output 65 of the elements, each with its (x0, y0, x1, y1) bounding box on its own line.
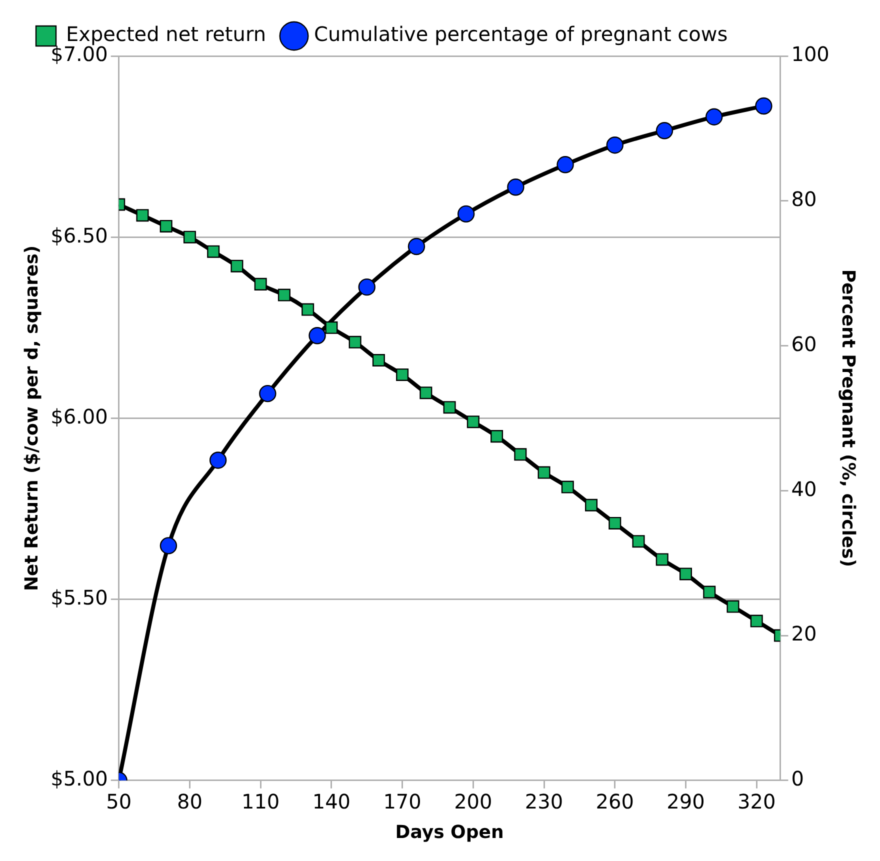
legend-label: Cumulative percentage of pregnant cows (314, 22, 728, 46)
point (358, 278, 376, 296)
point (703, 586, 716, 598)
point (457, 205, 475, 223)
point (514, 448, 527, 461)
y-tick-label: $5.00 (50, 766, 108, 791)
point (606, 136, 624, 154)
point (656, 553, 668, 566)
point (656, 122, 674, 140)
point (209, 452, 227, 469)
y-tick-label: $5.50 (50, 586, 108, 610)
point (632, 535, 645, 548)
point (325, 321, 338, 334)
point (302, 303, 314, 316)
point (136, 209, 149, 222)
y2-tick-label: 60 (791, 332, 817, 356)
point (160, 537, 178, 554)
x-tick-label: 80 (176, 790, 202, 814)
x-tick-label: 320 (738, 790, 776, 814)
point (561, 480, 574, 494)
point (443, 401, 456, 414)
point (160, 220, 172, 232)
y2-tick-label: 40 (791, 476, 817, 501)
point (585, 498, 598, 512)
point (183, 230, 196, 244)
legend-label: Expected net return (66, 22, 266, 46)
x-tick-label: 260 (596, 790, 634, 814)
point (259, 384, 276, 402)
y2-axis-title: Percent Pregnant (%, circles) (838, 269, 859, 568)
point (490, 430, 504, 443)
y-axis-title: Net Return ($/cow per d, squares) (21, 245, 42, 592)
x-tick-label: 50 (106, 790, 132, 814)
point (755, 97, 772, 115)
point (679, 568, 692, 580)
point (348, 336, 362, 348)
x-tick-label: 200 (454, 790, 492, 814)
point (396, 368, 409, 381)
x-tick-label: 170 (383, 790, 422, 814)
point (608, 516, 622, 530)
x-tick-label: 230 (524, 790, 564, 814)
x-tick-label: 290 (666, 790, 705, 814)
point (230, 260, 244, 272)
y2-tick-label: 20 (791, 622, 817, 646)
y-tick-label: $6.50 (50, 223, 108, 248)
point (705, 108, 723, 126)
x-axis-title: Days Open (395, 822, 504, 843)
y2-tick-label: 80 (791, 187, 817, 212)
point (507, 178, 524, 196)
y2-tick-label: 0 (791, 766, 804, 791)
point (408, 238, 426, 256)
point (750, 614, 763, 628)
point (726, 600, 740, 613)
point (556, 156, 574, 174)
y2-tick-label: 100 (791, 42, 830, 66)
point (538, 466, 550, 479)
x-tick-label: 110 (241, 790, 280, 814)
point (207, 245, 220, 258)
point (278, 288, 290, 302)
x-tick-label: 140 (312, 790, 351, 814)
point (420, 386, 432, 400)
point (254, 278, 267, 290)
point (372, 354, 385, 367)
y-tick-label: $6.00 (50, 404, 108, 428)
point (308, 327, 326, 344)
point (466, 416, 480, 428)
